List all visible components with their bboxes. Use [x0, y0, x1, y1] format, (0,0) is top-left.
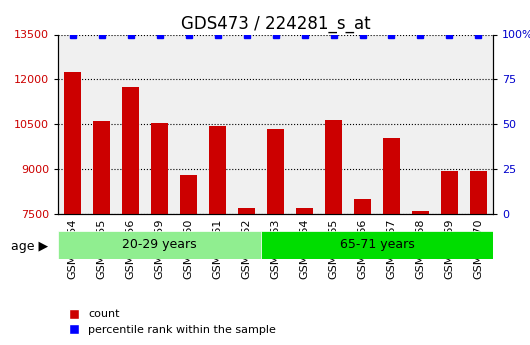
FancyBboxPatch shape	[261, 231, 493, 259]
Text: 20-29 years: 20-29 years	[122, 238, 197, 252]
Bar	[122, 87, 139, 214]
Text: 65-71 years: 65-71 years	[340, 238, 414, 252]
Bar	[325, 120, 342, 214]
Bar	[209, 126, 226, 214]
Bar	[383, 138, 400, 214]
Bar	[267, 129, 284, 214]
Bar	[412, 211, 429, 214]
Bar	[441, 170, 458, 214]
Bar	[64, 72, 82, 214]
Bar	[354, 199, 371, 214]
Bar	[238, 208, 255, 214]
Text: age ▶: age ▶	[11, 240, 48, 253]
Bar	[470, 170, 487, 214]
Bar	[151, 123, 169, 214]
Bar	[180, 175, 197, 214]
Legend: count, percentile rank within the sample: count, percentile rank within the sample	[64, 305, 280, 339]
Title: GDS473 / 224281_s_at: GDS473 / 224281_s_at	[181, 15, 370, 33]
Bar	[93, 121, 110, 214]
Bar	[296, 208, 313, 214]
FancyBboxPatch shape	[58, 231, 261, 259]
